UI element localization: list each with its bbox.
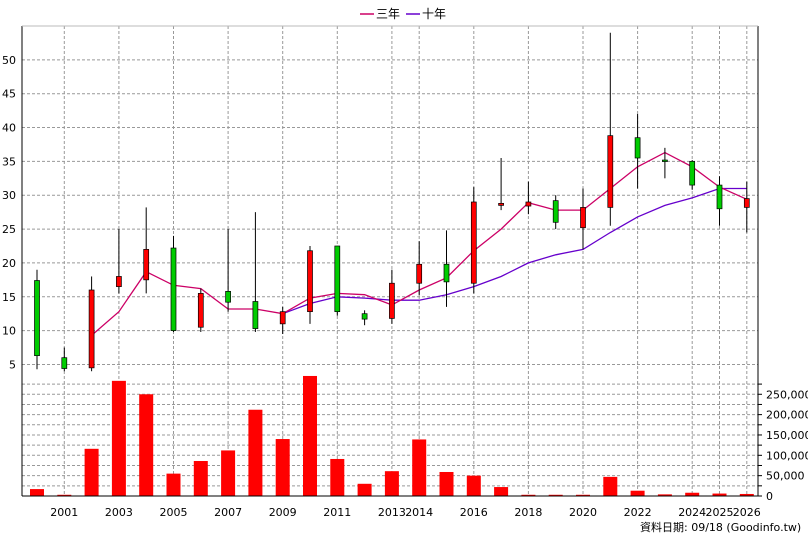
year-tick-label: 2003 — [105, 506, 133, 519]
volume-bar — [739, 493, 754, 496]
price-tick-label: 25 — [2, 223, 16, 236]
price-tick-label: 35 — [2, 155, 16, 168]
data-source-label: 資料日期: 09/18 (Goodinfo.tw) — [640, 520, 801, 534]
volume-tick-label: 200,000 — [766, 409, 808, 422]
ma10-line — [282, 187, 747, 315]
volume-bar — [439, 471, 454, 496]
price-tick-label: 15 — [2, 291, 16, 304]
volume-tick-label: 50,000 — [766, 470, 805, 483]
year-tick-label: 2013 — [378, 506, 406, 519]
price-tick-label: 40 — [2, 122, 16, 135]
year-tick-label: 2007 — [214, 506, 242, 519]
candle-body — [634, 137, 641, 159]
price-tick-label: 50 — [2, 54, 16, 67]
volume-bar — [576, 494, 590, 496]
volume-bar — [111, 380, 126, 496]
volume-bar — [84, 448, 99, 496]
legend: 三年 十年 — [360, 7, 446, 21]
candle-body — [34, 280, 40, 357]
candle-body — [689, 161, 696, 186]
candle-body — [416, 263, 423, 284]
price-tick-label: 5 — [9, 358, 16, 371]
candle-body — [525, 201, 532, 207]
candle-body — [197, 293, 204, 328]
volume-bar — [548, 494, 563, 496]
candle-body — [279, 311, 286, 325]
candle-body — [334, 245, 341, 313]
candle-body — [61, 357, 68, 369]
volume-bar — [221, 450, 236, 496]
volume-tick-label: 100,000 — [766, 449, 808, 462]
year-tick-label: 2025 — [706, 506, 734, 519]
candle-body — [307, 250, 313, 313]
axes: 5101520253035404550050,000100,000150,000… — [2, 25, 808, 519]
volume-tick-label: 250,000 — [766, 388, 808, 401]
volume-bar — [193, 461, 208, 496]
legend-label-ma10: 十年 — [422, 7, 446, 21]
volume-tick-label: 150,000 — [766, 429, 808, 442]
candle-body — [552, 200, 559, 223]
volume-tick-label: 0 — [766, 490, 773, 503]
volume-bar — [685, 492, 700, 496]
candle-body — [607, 135, 614, 208]
year-tick-label: 2022 — [624, 506, 652, 519]
candle-body — [116, 276, 122, 287]
year-tick-label: 2020 — [569, 506, 597, 519]
candle-body — [252, 301, 259, 329]
volume-bar — [275, 439, 290, 496]
volume-bar — [412, 439, 427, 496]
candle-body — [389, 282, 395, 319]
candle-body — [170, 247, 177, 331]
volume-bar — [494, 487, 509, 496]
candle-body — [498, 203, 504, 206]
volume-bar — [57, 494, 72, 496]
volume-bar — [303, 375, 317, 496]
volume-bar — [30, 489, 44, 496]
candle-body — [716, 184, 723, 210]
candle-body — [662, 159, 668, 162]
year-tick-label: 2014 — [405, 506, 433, 519]
volume-bars — [30, 375, 754, 496]
year-tick-label: 2016 — [460, 506, 488, 519]
candle-body — [225, 291, 231, 303]
volume-bar — [521, 494, 536, 496]
candle-body — [88, 289, 95, 369]
volume-bar — [248, 409, 263, 496]
volume-bar — [330, 458, 345, 496]
volume-bar — [357, 483, 372, 496]
price-tick-label: 30 — [2, 189, 16, 202]
candlesticks — [34, 32, 750, 372]
candle-body — [361, 313, 368, 320]
year-tick-label: 2001 — [50, 506, 78, 519]
volume-bar — [384, 471, 399, 496]
candle-body — [143, 249, 150, 281]
year-tick-label: 2024 — [678, 506, 706, 519]
volume-bar — [139, 394, 154, 496]
volume-bar — [712, 493, 727, 496]
volume-bar — [166, 473, 181, 496]
candle-body — [470, 201, 477, 284]
candle-body — [580, 207, 586, 229]
year-tick-label: 2011 — [323, 506, 351, 519]
volume-bar — [630, 490, 645, 496]
year-tick-label: 2026 — [733, 506, 761, 519]
volume-bar — [466, 475, 481, 496]
candle-body — [443, 263, 450, 283]
price-tick-label: 20 — [2, 257, 16, 270]
year-tick-label: 2009 — [269, 506, 297, 519]
legend-label-ma3: 三年 — [376, 7, 400, 21]
price-tick-label: 45 — [2, 88, 16, 101]
price-tick-label: 10 — [2, 325, 16, 338]
year-tick-label: 2005 — [160, 506, 188, 519]
year-tick-label: 2018 — [514, 506, 542, 519]
volume-bar — [657, 494, 672, 496]
volume-bar — [603, 476, 618, 496]
candle-body — [743, 198, 750, 208]
